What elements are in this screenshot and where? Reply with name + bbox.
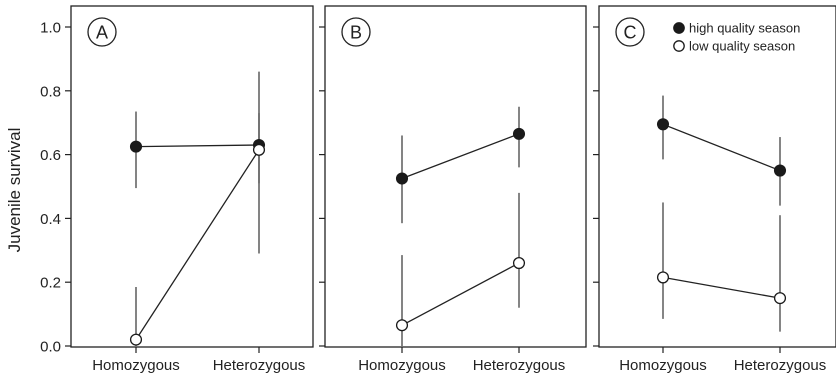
y-tick-label: 0.2	[40, 275, 61, 292]
series-line	[135, 144, 260, 148]
series-line	[401, 133, 520, 180]
point-low-quality	[395, 319, 409, 332]
x-tick-label: Homozygous	[92, 357, 180, 374]
legend-filled-marker	[673, 22, 685, 34]
panel-label: B	[350, 23, 362, 43]
panels: 0.0 0.2 0.4 0.6 0.8 1.0 Homozygous Heterozygous…	[40, 5, 836, 374]
point-high-quality	[512, 127, 526, 140]
x-tick-label: Heterozygous	[473, 357, 566, 374]
point-high-quality	[395, 172, 409, 185]
point-low-quality	[129, 333, 143, 346]
point-high-quality	[656, 118, 670, 131]
y-tick-label: 0.8	[40, 83, 61, 100]
panel-label: C	[624, 23, 637, 43]
series-line	[662, 123, 781, 172]
legend-high-label: high quality season	[689, 21, 800, 36]
panel-c: Homozygous Heterozygous C	[593, 5, 836, 374]
x-tick-label: Heterozygous	[213, 357, 306, 374]
point-low-quality	[252, 143, 266, 156]
point-high-quality	[773, 164, 787, 177]
y-axis-label: Juvenile survival	[5, 128, 24, 253]
point-high-quality	[129, 140, 143, 153]
panel-frame	[598, 5, 836, 348]
x-tick-label: Heterozygous	[734, 357, 827, 374]
panel-label-circle	[87, 17, 117, 47]
x-tick-label: Homozygous	[358, 357, 446, 374]
panel-b: Homozygous Heterozygous B	[319, 5, 587, 374]
point-low-quality	[773, 292, 787, 305]
series-line	[401, 262, 520, 326]
x-tick-label: Homozygous	[619, 357, 707, 374]
point-low-quality	[656, 271, 670, 284]
panel-label-circle	[341, 17, 371, 47]
y-tick-label: 0.6	[40, 147, 61, 164]
legend-low-label: low quality season	[689, 39, 795, 54]
panel-frame	[70, 5, 314, 348]
series-line	[662, 276, 781, 299]
point-low-quality	[512, 257, 526, 270]
y-tick-label: 0.4	[40, 211, 61, 228]
legend-open-marker	[673, 40, 685, 52]
panel-label: A	[96, 23, 108, 43]
legend: high quality season low quality season	[673, 21, 800, 54]
series-line	[135, 149, 260, 340]
y-tick-label: 1.0	[40, 20, 61, 37]
panel-frame	[324, 5, 587, 348]
panel-label-circle	[615, 17, 645, 47]
y-tick-label: 0.0	[40, 339, 61, 356]
panel-a: 0.0 0.2 0.4 0.6 0.8 1.0 Homozygous Heterozygous…	[40, 5, 314, 374]
